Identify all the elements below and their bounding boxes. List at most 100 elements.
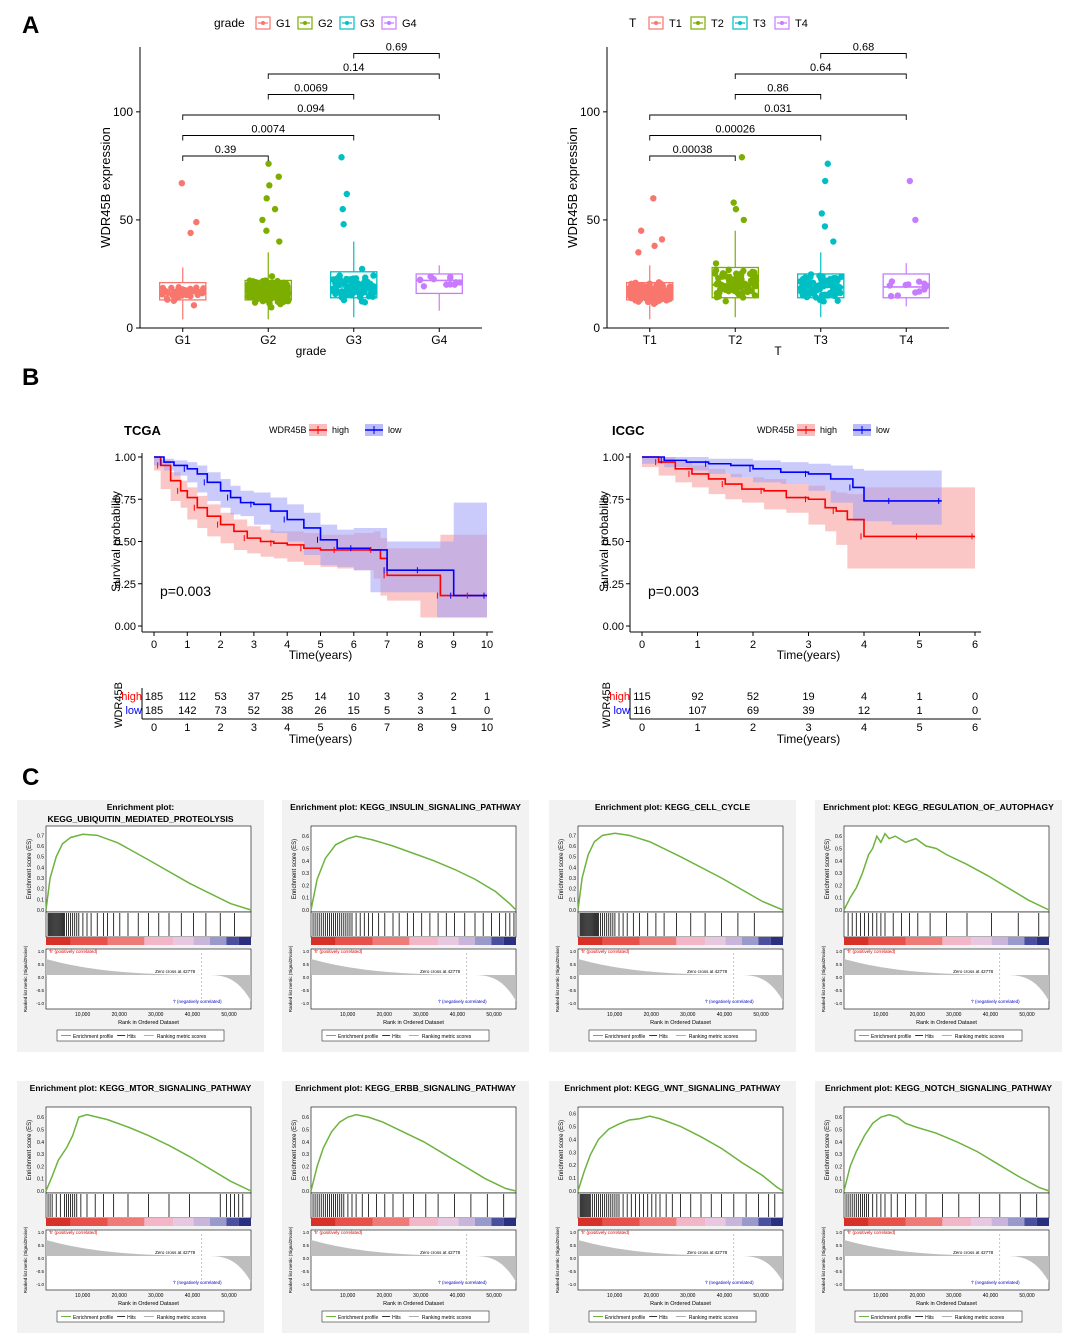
metric-tick-label: 0.5 — [303, 962, 310, 967]
data-point — [915, 278, 923, 285]
box-G2 — [244, 160, 292, 320]
es-tick-label: 0.3 — [569, 1150, 576, 1156]
negative-label: 'l' (negatively correlated) — [173, 1280, 222, 1285]
legend-key-mark — [802, 426, 810, 434]
risk-value: 1 — [484, 691, 490, 703]
rank-color-segment — [438, 1218, 459, 1226]
es-frame — [45, 1106, 252, 1194]
data-point — [725, 287, 732, 295]
data-point — [805, 287, 813, 294]
negative-label: 'l' (negatively correlated) — [173, 999, 222, 1004]
legend-label: T2 — [711, 18, 724, 30]
legend-label: Hits — [925, 1034, 934, 1040]
x-tick-label: 30,000 — [680, 1293, 696, 1299]
data-point — [638, 282, 646, 290]
panel-label-b: B — [22, 364, 39, 391]
risk-value: 69 — [747, 705, 759, 717]
gsea-title: Enrichment plot: — [107, 802, 175, 812]
bracket-line — [734, 73, 907, 79]
metric-axis-title: Ranked list metric (Signal2Noise) — [288, 1226, 293, 1293]
legend-title: grade — [214, 16, 245, 30]
x-axis-title: Rank in Ordered Dataset — [650, 1020, 711, 1026]
metric-tick-label: 1.0 — [836, 1230, 843, 1235]
x-tick-label: 40,000 — [450, 1293, 466, 1299]
enrichment-profile-line — [843, 1113, 1050, 1192]
x-tick-label: 40,000 — [717, 1293, 733, 1299]
legend-label: Enrichment profile — [338, 1034, 379, 1040]
x-tick-label: 10 — [481, 639, 493, 651]
risk-value: 52 — [747, 691, 759, 703]
es-axis-title: Enrichment score (ES) — [559, 839, 565, 899]
metric-tick-label: -0.5 — [834, 988, 842, 993]
comparison-bracket: 0.0069 — [267, 83, 355, 100]
es-tick-label: 0.5 — [302, 1127, 309, 1133]
rank-color-segment — [758, 1218, 771, 1226]
rank-color-segment — [942, 1218, 972, 1226]
metric-tick-label: -1.0 — [301, 1282, 309, 1287]
data-point — [826, 276, 834, 283]
gsea-panel: Enrichment plot: KEGG_REGULATION_OF_AUTO… — [815, 800, 1062, 1052]
x-tick-label: T3 — [814, 333, 828, 347]
data-point — [175, 293, 182, 300]
legend-label: Ranking metric scores — [955, 1034, 1005, 1040]
x-tick-label: 3 — [805, 639, 811, 651]
zero-cross-label: Zero cross at 42778 — [155, 1250, 196, 1255]
data-point — [335, 289, 342, 296]
outlier-point — [263, 227, 270, 234]
x-tick-label: 5 — [916, 639, 922, 651]
rank-color-segment — [905, 937, 943, 945]
data-point — [268, 273, 276, 280]
box-body — [244, 279, 292, 301]
rank-color-segment — [475, 937, 492, 945]
rank-color-segment — [70, 1218, 108, 1226]
p-value-label: 0.86 — [767, 83, 788, 95]
rank-color-segment — [173, 1218, 194, 1226]
data-point — [282, 287, 290, 294]
legend: T T1 T2 T3 T4 — [629, 16, 808, 30]
y-axis-title: WDR45B expression — [98, 127, 113, 248]
x-tick-label: 20,000 — [377, 1293, 393, 1299]
data-point — [711, 270, 719, 277]
comparison-bracket: 0.031 — [649, 103, 907, 120]
legend-label: Hits — [659, 1034, 668, 1040]
p-value-label: p=0.003 — [648, 583, 699, 599]
es-frame — [310, 825, 517, 913]
gsea-title: Enrichment plot: KEGG_ERBB_SIGNALING_PAT… — [295, 1083, 516, 1093]
es-tick-label: 0.6 — [835, 1115, 842, 1121]
x-axis-title: Rank in Ordered Dataset — [650, 1301, 711, 1307]
risk-tick-label: 7 — [384, 722, 390, 734]
negative-label: 'l' (negatively correlated) — [971, 999, 1020, 1004]
rank-color-segment — [770, 937, 783, 945]
legend-key-dot — [261, 21, 265, 25]
p-value-label: 0.39 — [215, 144, 236, 156]
es-tick-label: 0.4 — [302, 1140, 309, 1146]
data-point — [336, 272, 343, 279]
legend-label: Hits — [127, 1315, 136, 1321]
zero-cross-label: Zero cross at 42778 — [953, 1250, 994, 1255]
metric-tick-label: 0.0 — [570, 1256, 577, 1261]
rank-color-segment — [210, 1218, 227, 1226]
es-tick-label: 0.2 — [835, 1164, 842, 1170]
legend-key-mark — [370, 426, 378, 434]
legend-label: Hits — [127, 1034, 136, 1040]
rank-color-segment — [844, 937, 869, 945]
risk-value: 2 — [451, 691, 457, 703]
es-axis-title: Enrichment score (ES) — [825, 1120, 831, 1180]
metric-tick-label: 1.0 — [836, 949, 843, 954]
km-title: TCGA — [124, 423, 161, 438]
rank-color-segment — [758, 937, 771, 945]
legend-title: WDR45B — [269, 425, 307, 435]
rank-color-segment — [868, 1218, 906, 1226]
es-tick-label: 0.1 — [569, 1176, 576, 1182]
legend-label: Enrichment profile — [338, 1315, 379, 1321]
x-tick-label: G4 — [431, 333, 447, 347]
risk-value: 1 — [916, 691, 922, 703]
comparison-bracket: 0.68 — [820, 42, 907, 59]
risk-value: 14 — [314, 691, 326, 703]
y-tick-label: 50 — [587, 213, 601, 227]
outlier-point — [276, 238, 283, 245]
legend-label: Hits — [659, 1315, 668, 1321]
comparison-bracket: 0.0074 — [182, 124, 355, 141]
x-tick-label: 1 — [694, 639, 700, 651]
